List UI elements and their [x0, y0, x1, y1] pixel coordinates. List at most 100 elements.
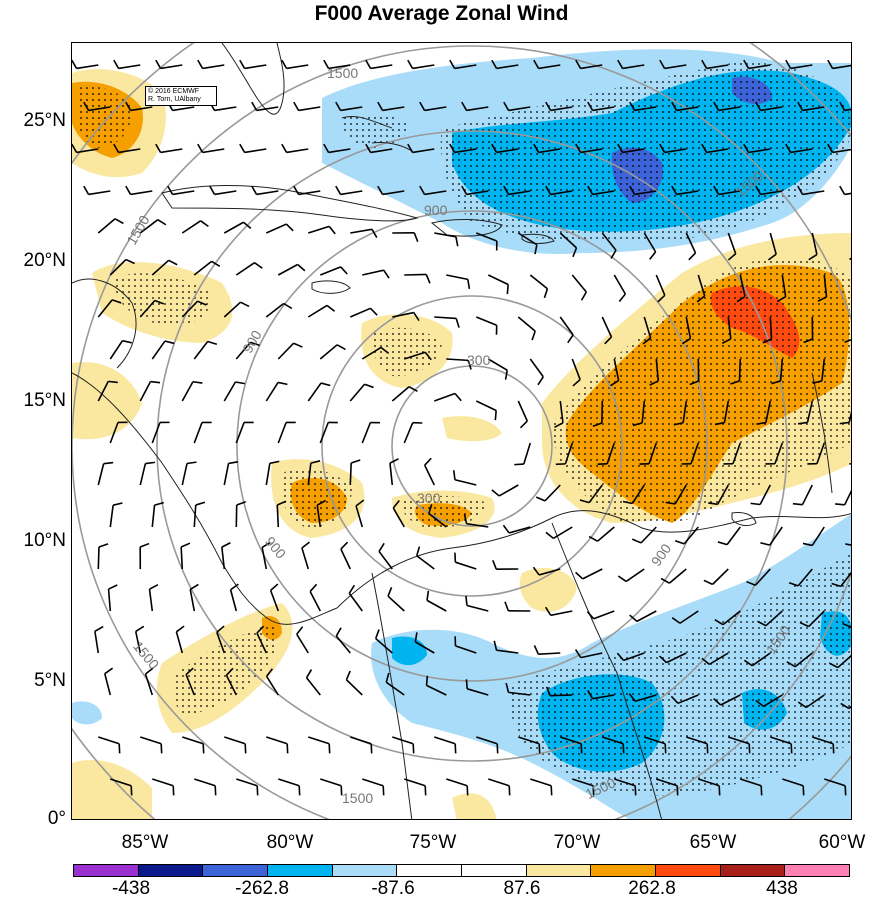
- credit-box: © 2016 ECMWF R. Torn, UAlbany: [145, 86, 217, 106]
- wind-barb-flag: [408, 386, 418, 393]
- wind-barb-staff: [223, 221, 244, 234]
- wind-barb-flag: [610, 249, 617, 259]
- wind-barb-staff: [378, 550, 393, 570]
- wind-barb-flag: [157, 219, 167, 226]
- wind-barb-staff: [107, 589, 112, 612]
- wind-barb-staff: [720, 694, 741, 706]
- wind-barb-flag: [293, 101, 300, 111]
- wind-barb-flag: [831, 582, 842, 588]
- wind-barb-staff: [686, 736, 708, 745]
- wind-barb-flag: [281, 59, 288, 69]
- coastline-jamaica: [311, 280, 351, 294]
- wind-barb-staff: [266, 736, 288, 745]
- wind-barb-flag: [225, 667, 234, 676]
- wind-barb-flag: [845, 543, 851, 546]
- wind-barb-staff: [723, 400, 730, 423]
- shade-yellow-south-2: [72, 759, 152, 819]
- wind-barb-flag: [251, 185, 258, 195]
- wind-barb-flag: [504, 370, 508, 380]
- wind-barb-staff: [319, 266, 342, 276]
- colorbar-label: 87.6: [503, 878, 541, 899]
- wind-barb-flag: [839, 421, 850, 425]
- wind-barb-flag: [281, 143, 288, 153]
- wind-barb-staff: [613, 274, 627, 295]
- wind-barb-flag: [374, 629, 380, 639]
- wind-barb-staff: [466, 604, 489, 612]
- wind-barb-staff: [382, 190, 405, 196]
- wind-barb-staff: [655, 274, 666, 296]
- wind-barb-staff: [466, 106, 489, 112]
- wind-barb-flag: [786, 661, 796, 668]
- wind-barb-staff: [488, 778, 510, 787]
- map-panel: 300 300 900 900 900 900 1500 1500 1500 1…: [71, 42, 852, 820]
- wind-barb-flag: [649, 380, 659, 386]
- wind-barb-flag: [671, 101, 678, 111]
- wind-barb-staff: [717, 484, 729, 505]
- wind-barb-staff: [614, 778, 636, 787]
- colorbar-label: -262.8: [235, 878, 289, 899]
- wind-barb-staff: [434, 316, 457, 320]
- wind-barb-staff: [559, 400, 564, 423]
- wind-barb-staff: [769, 232, 777, 255]
- wind-barb-staff: [655, 358, 660, 381]
- wind-barb-staff: [475, 232, 498, 242]
- ring-label: 900: [262, 533, 289, 561]
- colorbar-box: [656, 865, 721, 876]
- wind-barb-staff: [601, 232, 617, 251]
- wind-barb-flag: [849, 257, 851, 261]
- wind-barb-staff: [416, 555, 435, 570]
- wind-barb-staff: [623, 652, 645, 662]
- wind-barb-flag: [835, 503, 845, 506]
- range-rings: [72, 43, 851, 819]
- wind-barb-staff: [454, 148, 477, 154]
- lat-label: 25°N: [23, 110, 66, 131]
- wind-barb-flag: [757, 620, 767, 627]
- wind-barb-flag: [545, 531, 554, 539]
- wind-barb-flag: [461, 101, 468, 111]
- colorbar-box: [138, 865, 204, 876]
- lon-label: 80°W: [266, 832, 314, 853]
- coastline-lesser-antilles: [811, 372, 833, 494]
- wind-barb-staff: [564, 442, 574, 465]
- wind-barb-flag: [788, 581, 799, 587]
- wind-barb-flag: [756, 421, 767, 425]
- stipple-southwest: [173, 623, 278, 714]
- wind-barb-flag: [108, 584, 118, 590]
- stipple-west-2: [76, 86, 132, 148]
- range-ring-300: [391, 365, 553, 527]
- wind-barb-staff: [349, 383, 366, 402]
- coastline-hispaniola: [430, 218, 503, 237]
- wind-barb-flag: [251, 101, 258, 111]
- wind-barb-flag: [629, 101, 636, 111]
- ring-label: 300: [467, 352, 491, 368]
- wind-barb-flag: [310, 460, 321, 464]
- wind-barb-flag: [797, 701, 807, 709]
- wind-barb-staff: [370, 64, 393, 70]
- wind-barb-staff: [844, 108, 851, 112]
- wind-barb-flag: [125, 258, 135, 265]
- wind-barb-staff: [76, 148, 99, 154]
- coastline-yucatan: [72, 278, 137, 369]
- wind-barb-flag: [154, 299, 165, 305]
- wind-barb-flag: [335, 627, 342, 637]
- colorbar-box: [462, 865, 527, 876]
- wind-barb-flag: [771, 380, 781, 385]
- wind-barb-flag: [377, 185, 384, 195]
- shade-yellow-south-3: [452, 793, 497, 819]
- wind-barb-staff: [414, 641, 435, 654]
- shade-yellow-west-3: [72, 362, 142, 440]
- wind-barb-flag: [708, 502, 718, 506]
- wind-barb-staff: [151, 505, 156, 528]
- wind-barb-flag: [808, 253, 818, 261]
- wind-barb-staff: [790, 148, 813, 154]
- wind-barb-staff: [109, 340, 124, 360]
- wind-barb-staff: [739, 274, 746, 297]
- wind-barb-staff: [656, 778, 678, 787]
- stipple-central-2: [280, 468, 352, 528]
- wind-barb-flag: [293, 185, 300, 195]
- wind-barb-staff: [475, 316, 497, 326]
- wind-barb-staff: [269, 590, 280, 612]
- wind-barb-staff: [392, 507, 405, 528]
- wind-barb-flag: [387, 586, 393, 597]
- wind-barb-staff: [588, 484, 603, 504]
